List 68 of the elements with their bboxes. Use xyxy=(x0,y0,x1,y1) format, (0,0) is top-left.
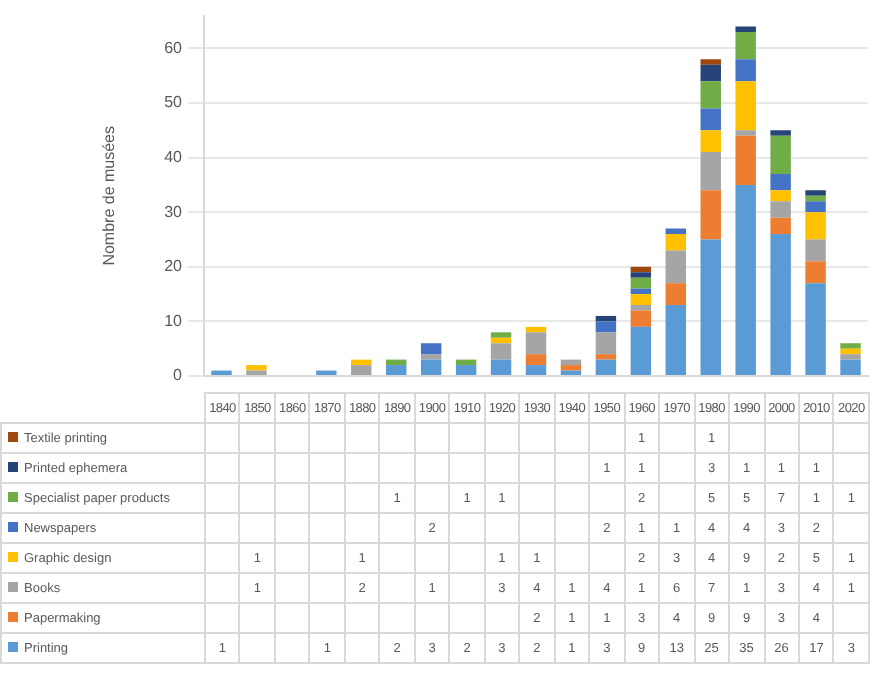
bar xyxy=(770,234,791,375)
y-tick-label: 50 xyxy=(164,93,184,112)
bar xyxy=(665,283,687,306)
bar xyxy=(700,130,721,153)
bar xyxy=(630,294,652,306)
bar xyxy=(630,310,652,327)
bar xyxy=(700,81,721,109)
bar xyxy=(525,332,547,355)
bar xyxy=(595,359,617,375)
y-tick-label: 10 xyxy=(164,311,184,330)
bar xyxy=(770,135,791,174)
bar xyxy=(700,64,721,82)
y-tick-label: 30 xyxy=(164,202,184,221)
bar xyxy=(420,354,442,360)
bar xyxy=(735,59,756,82)
bar xyxy=(595,332,617,355)
bar xyxy=(805,201,826,213)
bar xyxy=(770,190,791,202)
bar xyxy=(700,190,721,240)
bar xyxy=(735,135,756,185)
y-tick-label: 60 xyxy=(164,38,184,57)
bar xyxy=(805,190,826,196)
bar xyxy=(351,365,372,375)
bar xyxy=(805,261,826,284)
bar xyxy=(805,212,826,240)
bar xyxy=(490,343,512,360)
bar xyxy=(700,152,721,191)
y-axis-title: Nombre de musées xyxy=(100,125,119,266)
bar xyxy=(700,239,721,375)
bar xyxy=(840,354,861,360)
bar xyxy=(420,343,442,355)
bar xyxy=(630,277,652,289)
bar xyxy=(735,130,756,136)
bar xyxy=(665,305,687,375)
bar xyxy=(700,108,721,131)
bar xyxy=(455,365,477,375)
bar xyxy=(665,234,687,251)
bar xyxy=(525,365,547,375)
y-tick-label: 40 xyxy=(164,147,184,166)
bar xyxy=(770,173,791,191)
y-tick-label: 20 xyxy=(164,257,184,276)
bar xyxy=(735,31,756,60)
bar xyxy=(385,365,407,375)
bar xyxy=(840,348,861,355)
bar xyxy=(420,359,442,375)
bar xyxy=(490,359,512,375)
bar xyxy=(490,332,512,338)
bar xyxy=(630,272,652,278)
bar xyxy=(525,354,547,366)
bar xyxy=(595,354,617,360)
bar xyxy=(840,359,861,375)
bar xyxy=(770,130,791,136)
y-tick-label: 0 xyxy=(173,366,184,385)
bar xyxy=(595,321,617,333)
bar xyxy=(665,250,687,284)
bar xyxy=(770,201,791,218)
bar xyxy=(735,81,756,131)
bar xyxy=(805,239,826,262)
bar xyxy=(735,26,756,32)
bar xyxy=(805,283,826,375)
bar xyxy=(560,365,582,371)
bar xyxy=(805,195,826,202)
bar xyxy=(770,217,791,235)
bar xyxy=(840,343,861,349)
bar xyxy=(630,326,652,375)
bar xyxy=(246,365,267,371)
bar xyxy=(700,59,721,65)
bar xyxy=(735,184,756,375)
